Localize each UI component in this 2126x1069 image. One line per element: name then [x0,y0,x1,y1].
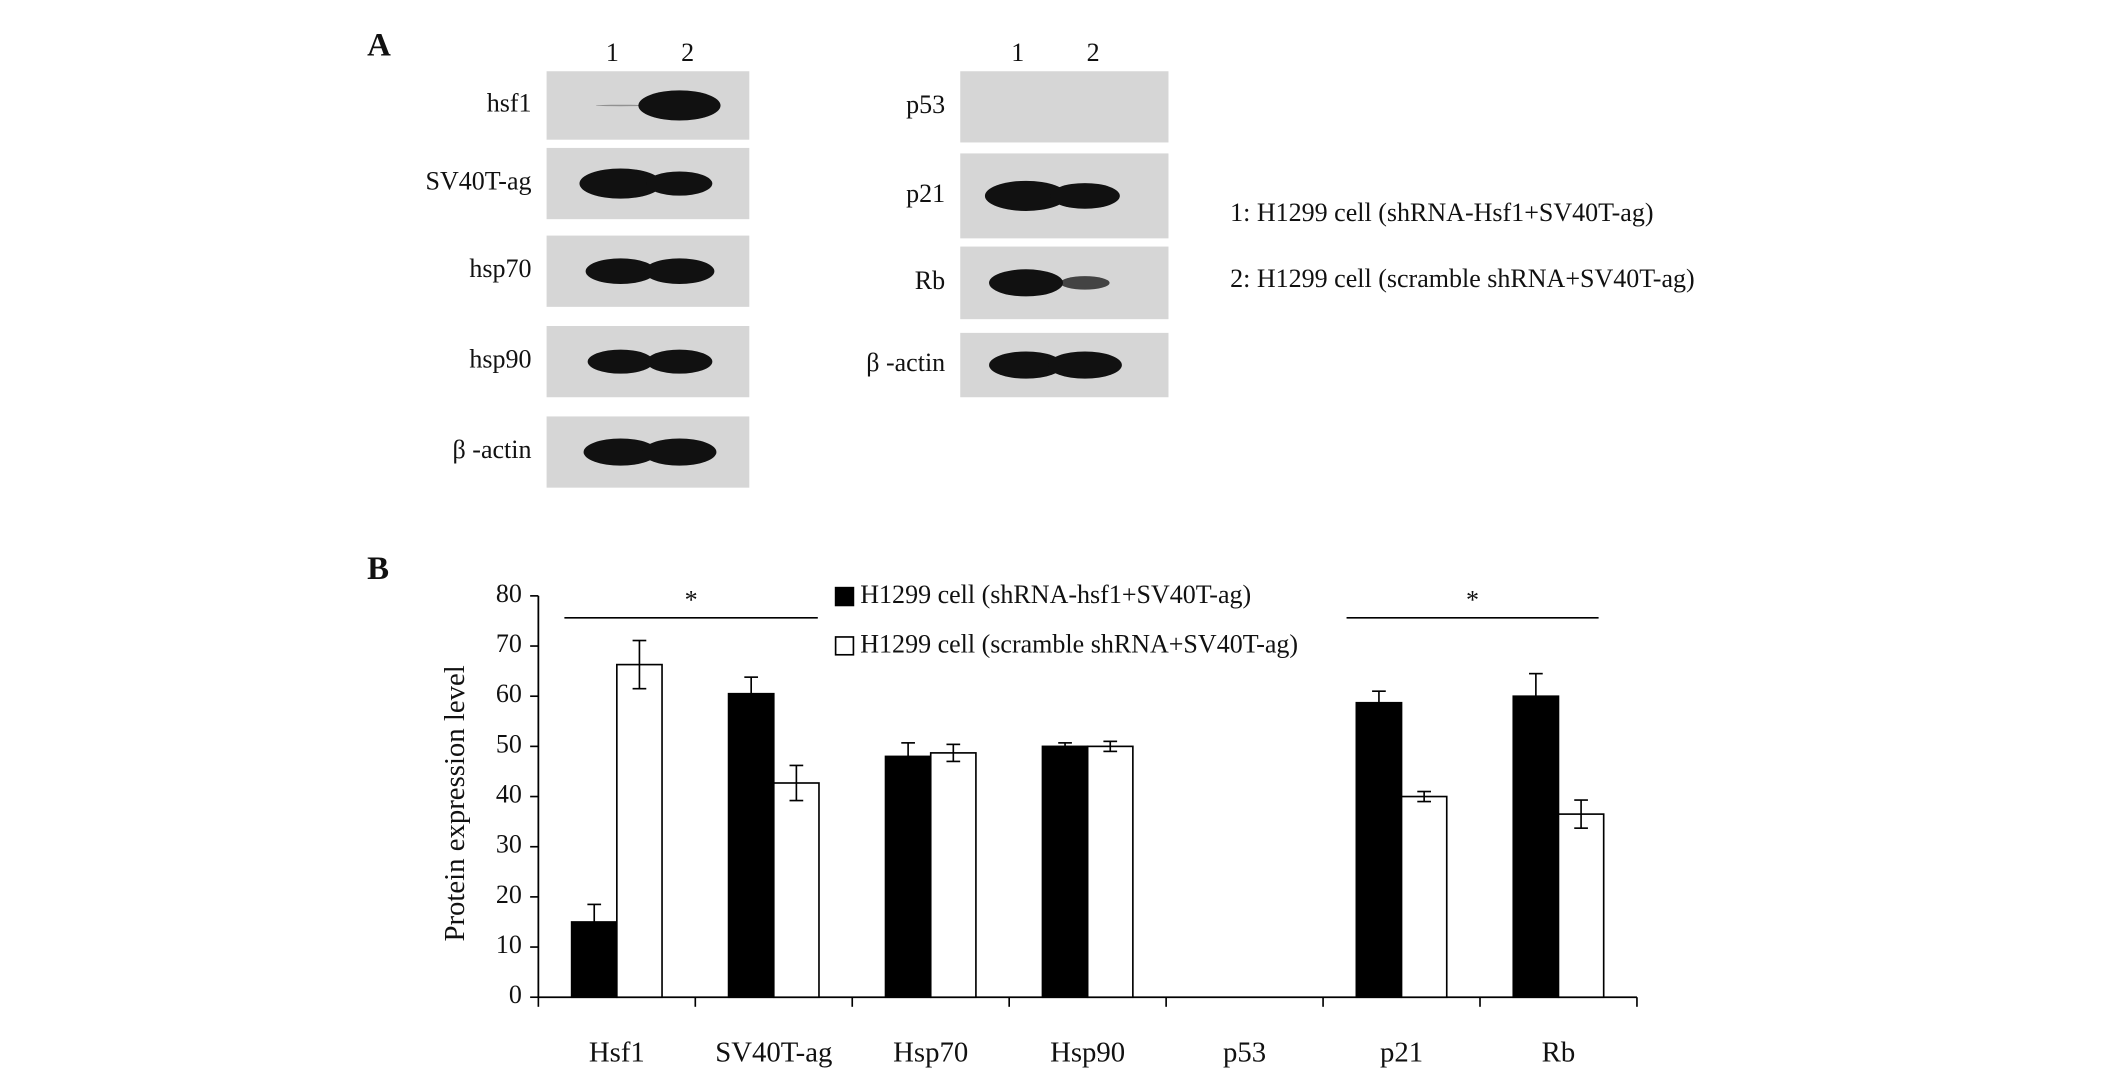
x-tick-label: SV40T-ag [715,1036,832,1068]
error-bar [744,676,759,712]
blot-band [644,258,715,285]
lane-number: 2 [1087,38,1100,67]
blot-row-label: SV40T-ag [426,167,532,196]
blot-band [1049,183,1120,209]
bar [1400,795,1448,999]
blot-band [1047,351,1122,379]
y-tick-label: 80 [496,579,522,608]
panel-label: A [367,27,391,63]
bar [1086,745,1134,999]
blot-band [587,349,654,374]
y-tick-label: 50 [496,729,522,758]
blot-band [642,438,717,466]
significance-mark: * [1466,586,1479,615]
blot-band [646,171,713,196]
blot-strip [960,71,1169,143]
blot-row-label: p21 [906,179,945,208]
error-bar [587,903,602,941]
blot-row-label: hsp90 [469,345,531,374]
bar [772,782,820,999]
bar [1041,745,1089,999]
y-axis-label: Protein expression level [439,665,471,941]
blot-band [585,258,656,285]
lane-number: 2 [681,38,694,67]
blot-band [646,349,713,374]
x-tick-label: p53 [1223,1036,1266,1068]
blot-band [595,104,646,107]
bar [616,663,663,999]
significance-mark: * [685,586,698,615]
error-bar [901,742,915,771]
error-bar [946,743,961,763]
error-bar [789,764,804,802]
lane-number: 1 [1011,38,1024,67]
bar [884,755,932,999]
error-bar [1574,799,1588,829]
y-tick-label: 60 [496,679,522,708]
bar [1557,813,1605,999]
bar [929,752,977,999]
bar-chart: 0 10 20 30 40 50 60 70 80 Protein expression leve… [439,579,1638,1068]
x-tick-label: Hsp90 [1050,1036,1125,1068]
lane-number: 1 [606,38,619,67]
blot-band [989,269,1063,297]
bar [1355,701,1403,999]
bar [727,692,775,999]
blot-row-label: hsf1 [487,88,532,117]
error-bar [1417,790,1431,803]
blot-row-label: hsp70 [469,254,531,283]
y-tick-label: 30 [496,830,522,859]
error-bar [1058,742,1072,751]
y-tick-label: 70 [496,629,522,658]
blot-band [984,180,1068,211]
blot-row-label: Rb [915,266,945,295]
x-tick-label: p21 [1380,1036,1423,1068]
blot-band [579,168,662,199]
blot-band [583,438,658,466]
blot-band [638,90,721,121]
y-tick-label: 0 [509,980,522,1009]
legend-label: H1299 cell (scramble shRNA+SV40T-ag) [860,630,1298,659]
error-bar [1529,672,1543,720]
blot-row-label: β -actin [453,435,532,464]
error-bar [1372,690,1386,716]
lane-key: 2: H1299 cell (scramble shRNA+SV40T-ag) [1230,264,1695,293]
panel-label: B [367,551,389,587]
bar [1512,695,1560,999]
error-bar [632,639,647,690]
blot-row-label: p53 [906,90,945,119]
blot-band [1060,276,1110,290]
legend-label: H1299 cell (shRNA-hsf1+SV40T-ag) [860,580,1251,609]
x-tick-label: Hsp70 [893,1036,968,1068]
legend-swatch [834,586,855,607]
y-tick-label: 10 [496,930,522,959]
western-blots: 1 2 hsf1 SV40T-ag hsp70 hsp90 β -actin 1 2 p53 p21… [426,38,1695,488]
legend-swatch [834,636,855,656]
x-tick-label: Hsf1 [589,1036,645,1068]
lane-key: 1: H1299 cell (shRNA-Hsf1+SV40T-ag) [1230,198,1653,227]
blot-row-label: β -actin [866,348,945,377]
y-tick-label: 40 [496,780,522,809]
y-tick-label: 20 [496,880,522,909]
blot-band [989,351,1063,379]
error-bar [1103,740,1118,753]
x-tick-label: Rb [1542,1036,1576,1068]
